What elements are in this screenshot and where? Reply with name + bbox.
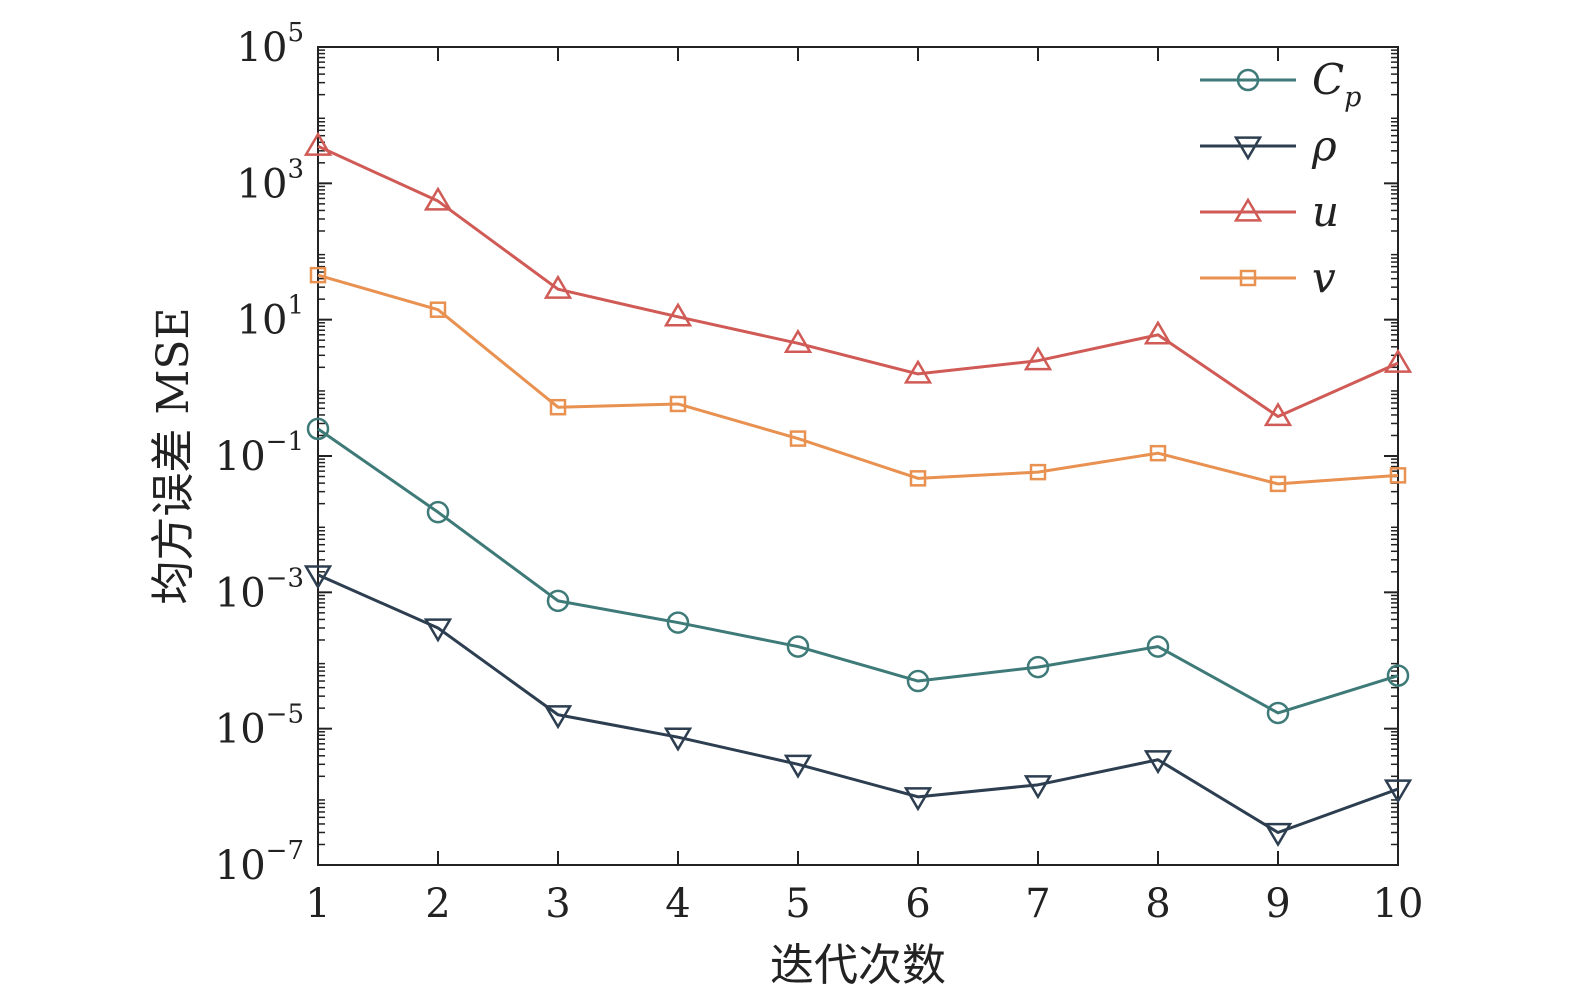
data-point	[909, 470, 927, 487]
x-tick-label: 5	[785, 881, 810, 927]
data-point	[1023, 346, 1053, 371]
data-point	[1383, 779, 1413, 804]
legend-marker	[1236, 68, 1260, 92]
y-tick-label: 10−5	[215, 700, 304, 753]
legend-marker	[1239, 269, 1257, 287]
data-point	[783, 754, 813, 779]
x-tick-label: 3	[545, 881, 570, 927]
series-2	[303, 131, 1413, 427]
legend-entry: u	[1200, 187, 1339, 236]
x-tick-label: 10	[1373, 881, 1424, 927]
x-tick-label: 6	[905, 881, 930, 927]
data-point	[663, 302, 693, 327]
series-line	[317, 144, 1399, 418]
data-point	[786, 635, 810, 658]
data-point	[669, 395, 687, 413]
minor-tick-marks	[318, 49, 1398, 846]
data-point	[1383, 348, 1413, 373]
data-point	[1143, 750, 1173, 775]
data-point	[543, 274, 573, 299]
x-tick-label: 7	[1025, 881, 1050, 927]
x-axis-label: 迭代次数	[770, 940, 946, 991]
series-line	[317, 573, 1399, 834]
y-tick-label: 105	[237, 18, 304, 71]
data-point	[549, 398, 567, 416]
x-tick-label: 4	[665, 881, 690, 927]
x-tick-label: 8	[1145, 881, 1170, 927]
legend-entry: v	[1200, 253, 1336, 302]
data-point	[423, 186, 453, 211]
series-3	[309, 266, 1407, 493]
data-point	[303, 131, 333, 156]
legend: Cp ρuv	[1200, 55, 1361, 302]
data-point	[1029, 463, 1047, 481]
legend-label: ρ	[1311, 121, 1337, 170]
y-tick-label: 103	[237, 154, 304, 207]
data-point	[1266, 701, 1290, 725]
y-tick-label: 10−3	[215, 563, 304, 616]
data-point	[306, 417, 330, 441]
data-point	[1263, 822, 1293, 847]
data-point	[1269, 475, 1287, 493]
y-tick-label: 101	[237, 291, 304, 344]
data-point	[309, 266, 327, 284]
data-point	[543, 705, 573, 730]
plot-frame	[317, 46, 1399, 866]
legend-marker	[1233, 136, 1263, 161]
data-point	[789, 430, 807, 447]
legend-label: u	[1312, 187, 1339, 236]
x-tick-label: 9	[1265, 881, 1290, 927]
legend-entry: Cp	[1200, 55, 1361, 113]
data-point	[426, 500, 450, 524]
x-tick-label: 1	[305, 881, 330, 927]
data-point	[546, 589, 570, 613]
data-point	[1389, 467, 1407, 484]
data-point	[1026, 655, 1050, 679]
series-line	[317, 273, 1399, 486]
y-tick-labels: 105 103 101 10−1 10−3 10−5 10−7	[215, 18, 304, 889]
data-point	[429, 301, 447, 318]
x-tick-labels: 1 2 3 4 5 6 7 8 9 10	[305, 881, 1423, 927]
y-axis-label: 均方误差 MSE	[148, 307, 199, 604]
data-point	[1263, 402, 1293, 427]
series-0	[306, 417, 1410, 725]
data-point	[666, 611, 690, 634]
series-line	[317, 427, 1399, 715]
data-point	[1149, 444, 1167, 462]
legend-marker	[1233, 197, 1263, 222]
series-layer	[303, 131, 1413, 847]
legend-label: v	[1312, 253, 1336, 302]
data-point	[303, 565, 333, 590]
legend-label: Cp	[1312, 55, 1361, 113]
data-point	[1146, 635, 1170, 658]
data-point	[903, 787, 933, 812]
data-point	[1023, 775, 1053, 800]
data-point	[1386, 664, 1410, 687]
data-point	[1143, 320, 1173, 345]
major-tick-marks	[317, 46, 1399, 866]
y-tick-label: 10−1	[215, 427, 304, 480]
data-point	[906, 669, 930, 693]
series-1	[303, 565, 1413, 847]
x-tick-label: 2	[425, 881, 450, 927]
y-tick-label: 10−7	[215, 836, 304, 889]
data-point	[423, 618, 453, 643]
legend-entry: ρ	[1200, 121, 1337, 170]
data-point	[903, 359, 933, 384]
data-point	[663, 727, 693, 752]
data-point	[783, 328, 813, 353]
